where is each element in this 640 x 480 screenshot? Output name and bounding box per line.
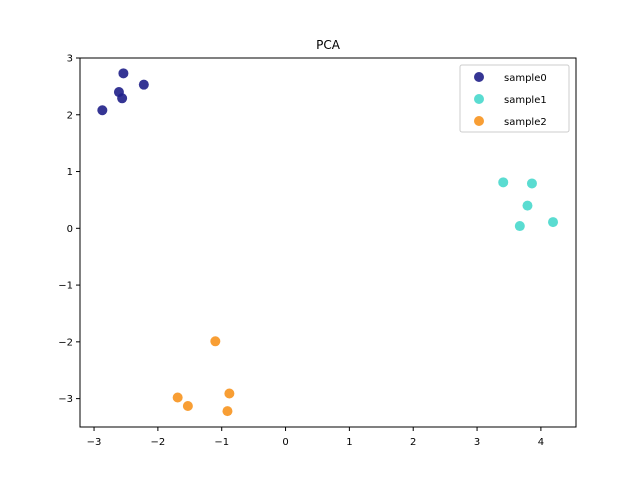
x-tick-label: −2	[151, 437, 166, 448]
data-point-sample2	[222, 406, 233, 417]
y-tick-label: −1	[58, 281, 73, 292]
x-tick-label: −3	[87, 437, 102, 448]
data-point-sample1	[514, 221, 525, 232]
data-point-sample2	[182, 400, 193, 411]
data-point-sample0	[138, 79, 149, 90]
legend-label: sample2	[504, 117, 547, 128]
y-tick-label: −2	[58, 337, 73, 348]
legend-marker-sample2	[474, 116, 484, 126]
y-axis: −3 −2 −1 0 1 2 3	[58, 54, 80, 405]
plot-frame	[79, 57, 577, 428]
x-tick-label: 0	[282, 437, 288, 448]
data-points	[97, 68, 559, 417]
x-tick-label: 4	[538, 437, 544, 448]
data-point-sample2	[172, 392, 183, 403]
data-point-sample1	[498, 177, 509, 188]
data-point-sample0	[118, 68, 129, 79]
y-tick-label: 1	[67, 167, 73, 178]
y-tick-label: 3	[67, 54, 73, 65]
legend-marker-sample1	[474, 94, 484, 104]
y-tick-label: 2	[67, 110, 73, 121]
y-tick-label: −3	[58, 394, 73, 405]
x-tick-label: 2	[410, 437, 416, 448]
data-point-sample1	[548, 217, 559, 228]
x-tick-label: 1	[346, 437, 352, 448]
data-point-sample0	[117, 93, 128, 104]
x-tick-label: 3	[474, 437, 480, 448]
data-point-sample1	[522, 200, 533, 211]
y-tick-label: 0	[67, 224, 73, 235]
legend-label: sample0	[504, 73, 547, 84]
data-point-sample2	[210, 336, 221, 347]
legend-label: sample1	[504, 95, 547, 106]
data-point-sample2	[224, 388, 235, 399]
x-tick-label: −1	[214, 437, 229, 448]
legend-box	[459, 64, 570, 133]
legend-marker-sample0	[474, 72, 484, 82]
x-axis: −3 −2 −1 0 1 2 3 4	[87, 427, 544, 448]
data-point-sample0	[97, 105, 108, 116]
chart-title: PCA	[316, 38, 341, 52]
legend: sample0 sample1 sample2	[459, 64, 570, 133]
data-point-sample1	[526, 178, 537, 189]
